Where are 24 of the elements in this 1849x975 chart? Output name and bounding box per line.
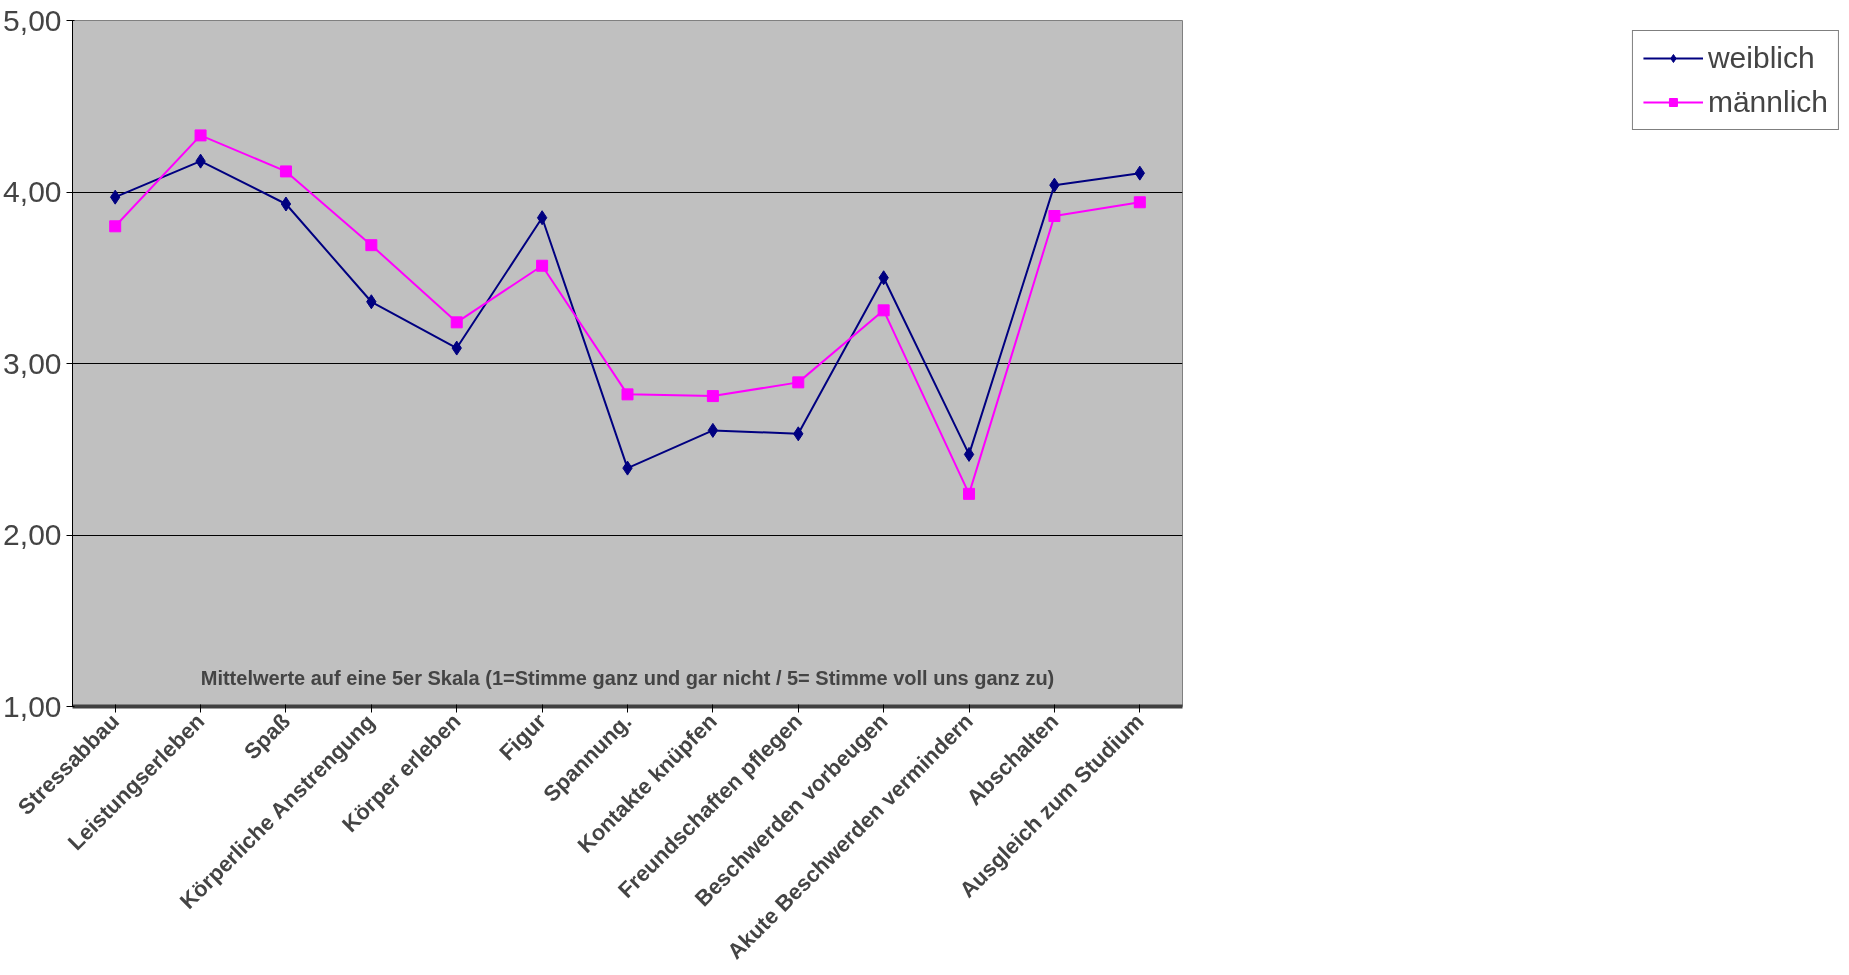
point: [963, 487, 976, 500]
point: [279, 165, 292, 178]
point: [194, 129, 207, 142]
point: [792, 376, 805, 389]
y-tick-label: 4,00: [3, 175, 62, 208]
point: [877, 304, 890, 317]
point: [450, 316, 463, 329]
y-tick-label: 5,00: [3, 3, 62, 37]
point: [280, 196, 292, 212]
annotation: Mittelwerte auf eine 5er Skala (1=Stimme ganz und gar nicht / 5= Stimme voll uns ganz zu): [200, 667, 1055, 690]
point: [963, 446, 975, 462]
y-tick-label: 2,00: [3, 518, 62, 551]
point: [536, 210, 548, 226]
point: [1048, 210, 1061, 223]
point: [707, 422, 719, 438]
point: [109, 220, 122, 233]
point: [621, 388, 634, 401]
point: [365, 239, 378, 252]
legend-label: weiblich: [1707, 41, 1815, 75]
point: [1133, 196, 1146, 209]
point: [536, 259, 549, 272]
point: [706, 390, 719, 403]
legend-label: männlich: [1707, 85, 1828, 119]
y-tick-label: 3,00: [3, 346, 62, 380]
